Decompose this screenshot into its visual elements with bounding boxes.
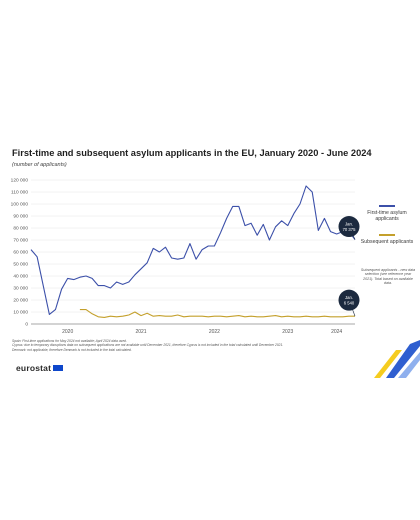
- x-tick-label: 2020: [62, 329, 73, 335]
- series-line-first-time: [30, 185, 356, 315]
- chart-card: [0, 136, 420, 380]
- callout-value: 70 375: [343, 227, 356, 232]
- y-tick-label: 70 000: [13, 238, 28, 244]
- y-tick-label: 50 000: [13, 262, 28, 268]
- legend-swatch-first-time: [379, 205, 395, 207]
- legend-label-subsequent: Subsequent applicants: [360, 238, 414, 245]
- legend-item-subsequent: Subsequent applicants: [360, 234, 414, 245]
- y-tick-label: 120 000: [11, 178, 29, 184]
- x-tick-label: 2021: [135, 329, 146, 335]
- y-tick-label: 20 000: [13, 298, 28, 304]
- y-tick-label: 40 000: [13, 274, 28, 280]
- footnotes: Spain: First-time applications for May 2…: [12, 339, 342, 352]
- brand-stripes-icon: [374, 340, 420, 378]
- x-tick-label: 2024: [331, 329, 342, 335]
- callout-value: 6 540: [344, 301, 355, 306]
- callout-bubble: [338, 289, 360, 311]
- legend-swatch-subsequent: [379, 234, 395, 236]
- callout-label: Jan.: [345, 222, 353, 227]
- y-tick-label: 90 000: [13, 214, 28, 220]
- logo-text: eurostat: [16, 363, 52, 373]
- footnote-spain: Spain: First-time applications for May 2…: [12, 339, 127, 343]
- legend-label-first-time: First-time asylum applicants: [367, 209, 407, 222]
- legend-item-first-time: First-time asylum applicants: [360, 205, 414, 222]
- series-line-subsequent: [79, 309, 356, 318]
- y-tick-label: 10 000: [13, 310, 28, 316]
- y-tick-label: 110 000: [11, 190, 28, 196]
- callout-bubble: [338, 216, 360, 238]
- eurostat-logo: eurostat: [16, 363, 64, 373]
- x-tick-label: 2022: [209, 329, 220, 335]
- callout-label: Jan.: [345, 295, 353, 300]
- x-tick-label: 2023: [282, 329, 293, 335]
- chart-subtitle: (number of applicants): [12, 162, 67, 168]
- y-tick-label: 30 000: [13, 286, 28, 292]
- footnote-denmark: Denmark: not applicable, therefore Denma…: [12, 347, 132, 352]
- chart-title: First-time and subsequent asylum applica…: [12, 148, 372, 158]
- eu-flag-icon: [53, 364, 64, 371]
- footnote-cyprus: Cyprus: due to temporary disruptions dat…: [12, 343, 284, 348]
- line-chart: 0 10 000 20 000 30 000 40 000 50 000 60 000 70 …: [11, 178, 360, 335]
- y-tick-label: 60 000: [13, 250, 28, 256]
- legend-note: Subsequent applicants - new data selecti…: [360, 268, 416, 286]
- y-tick-label: 80 000: [13, 226, 28, 232]
- y-tick-label: 100 000: [11, 202, 29, 208]
- y-tick-label: 0: [25, 322, 28, 328]
